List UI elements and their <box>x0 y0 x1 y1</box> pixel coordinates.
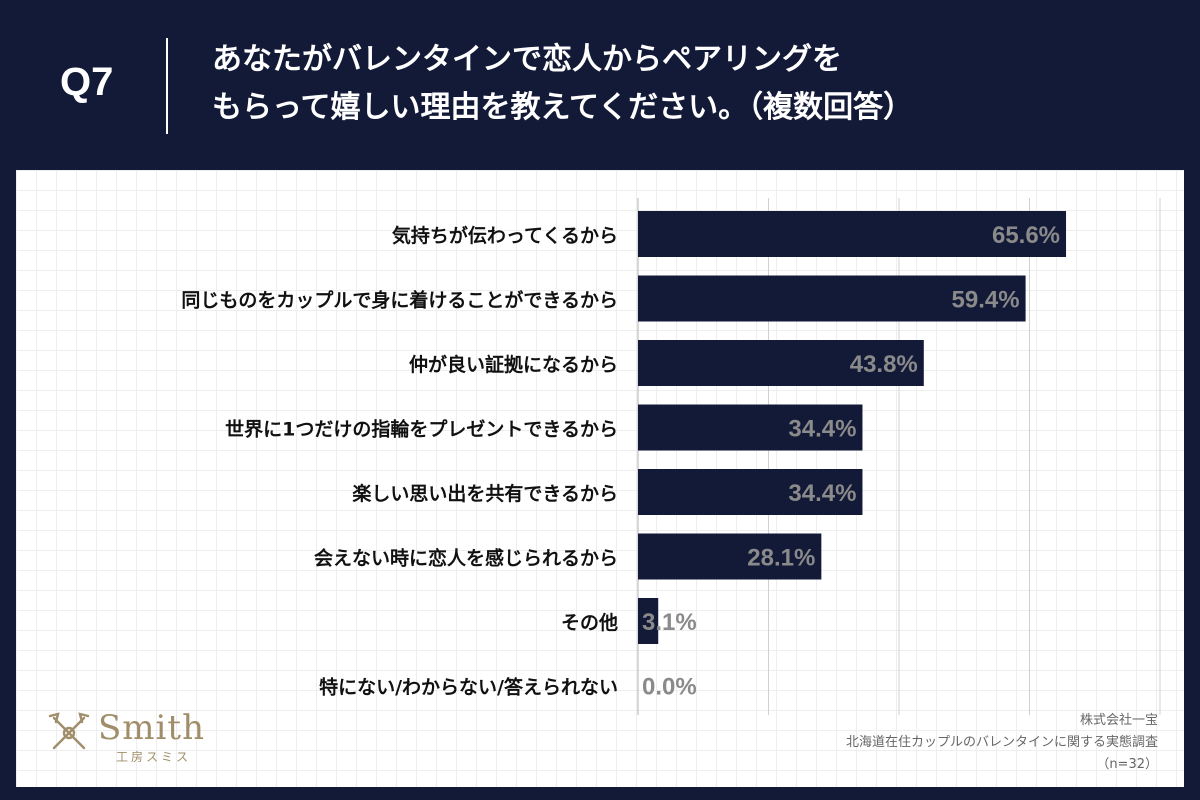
value-label-6: 28.1% <box>747 545 815 572</box>
category-label-5: 楽しい思い出を共有できるから <box>352 482 618 505</box>
value-label-7: 3.1% <box>642 609 697 636</box>
category-label-2: 同じものをカップルで身に着けることができるから <box>181 289 618 312</box>
logo-wordmark: Smith <box>98 708 205 748</box>
value-label-2: 59.4% <box>952 287 1020 314</box>
chart-panel: 気持ちが伝わってくるから 65.6% 同じものをカップルで身に着けることができるから… <box>16 170 1184 787</box>
value-label-4: 34.4% <box>788 416 856 443</box>
question-title: あなたがバレンタインで恋人からペアリングを もらって嬉しい理由を教えてください。… <box>212 36 1172 132</box>
question-title-line-2: もらって嬉しい理由を教えてください。（複数回答） <box>212 90 914 125</box>
value-label-1: 65.6% <box>992 222 1060 249</box>
header-divider <box>166 38 168 134</box>
category-label-4: 世界に1つだけの指輪をプレゼントできるから <box>225 418 618 441</box>
category-label-8: 特にない/わからない/答えられない <box>319 676 618 699</box>
source-company: 株式会社一宝 <box>1079 713 1158 728</box>
crossed-tools-icon <box>48 712 90 750</box>
value-label-5: 34.4% <box>788 480 856 507</box>
question-number: Q7 <box>60 60 114 104</box>
bar-1 <box>638 211 1067 257</box>
category-label-1: 気持ちが伝わってくるから <box>392 224 618 247</box>
bar-3 <box>638 340 924 386</box>
bar-chart: 気持ちが伝わってくるから 65.6% 同じものをカップルで身に着けることができるから… <box>181 198 1161 715</box>
category-label-7: その他 <box>561 611 618 634</box>
bar-5 <box>638 469 863 515</box>
bar-6 <box>638 533 822 580</box>
source-survey: 北海道在住カップルのバレンタインに関する実態調査 <box>845 735 1158 750</box>
header: Q7 あなたがバレンタインで恋人からペアリングを もらって嬉しい理由を教えてくだ… <box>0 0 1200 170</box>
bar-2 <box>638 275 1026 322</box>
category-label-3: 仲が良い証拠になるから <box>409 353 618 376</box>
category-label-6: 会えない時に恋人を感じられるから <box>314 547 618 570</box>
source-sample: （n=32） <box>1096 757 1158 772</box>
bar-7 <box>638 598 659 644</box>
bar-4 <box>638 404 863 451</box>
logo-subtitle: 工房スミス <box>116 750 192 764</box>
value-label-8: 0.0% <box>642 674 697 701</box>
question-title-line-1: あなたがバレンタインで恋人からペアリングを <box>212 42 842 77</box>
value-label-3: 43.8% <box>850 351 918 378</box>
source-note: 株式会社一宝 北海道在住カップルのバレンタインに関する実態調査 （n=32） <box>846 710 1158 776</box>
